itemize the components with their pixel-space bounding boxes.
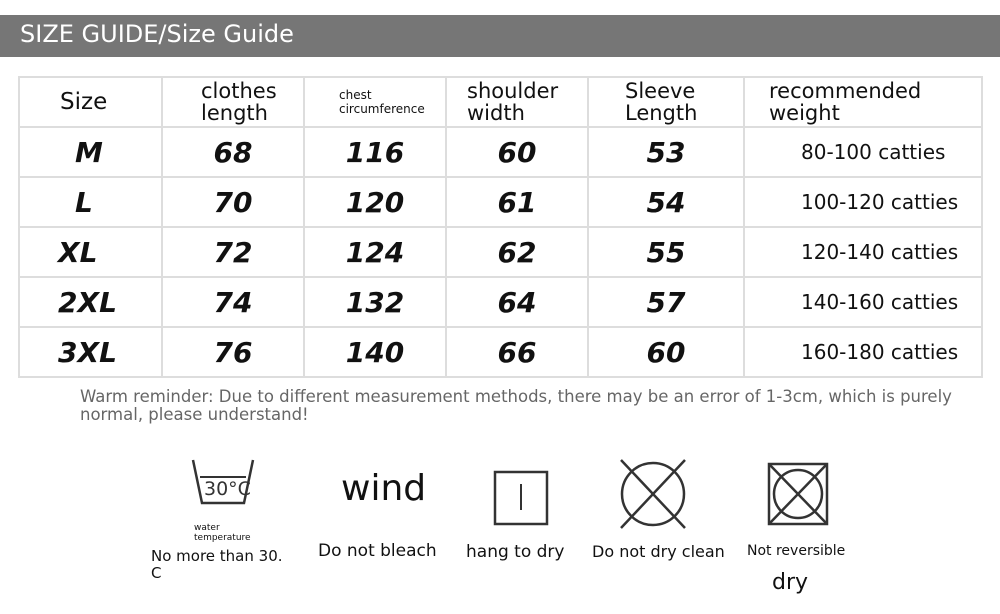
weight-cell: 140-160 catties — [742, 276, 984, 328]
page-title: SIZE GUIDE/Size Guide — [20, 20, 294, 48]
measure-cell: 132 — [303, 276, 447, 328]
table-row: 3XL 76 140 66 60 160-180 catties — [18, 326, 984, 378]
title-bar: SIZE GUIDE/Size Guide — [0, 15, 1000, 57]
measure-cell: 55 — [587, 226, 745, 278]
warm-reminder: Warm reminder: Due to different measurem… — [80, 387, 952, 424]
size-cell: 3XL — [18, 326, 163, 378]
tumble-label-2: dry — [772, 570, 809, 595]
weight-cell: 120-140 catties — [742, 226, 984, 278]
measure-cell: 116 — [303, 126, 447, 178]
table-row: L 70 120 61 54 100-120 catties — [18, 176, 984, 228]
dryclean-label: Do not dry clean — [592, 542, 725, 561]
tumble-label: Not reversible — [747, 543, 846, 559]
header-weight: recommended weight — [742, 76, 984, 128]
measure-cell: 70 — [161, 176, 305, 228]
size-cell: 2XL — [18, 276, 163, 328]
wash-30-icon — [191, 459, 255, 505]
measure-cell: 120 — [303, 176, 447, 228]
no-dry-clean-icon — [620, 459, 686, 529]
table-row: XL 72 124 62 55 120-140 catties — [18, 226, 984, 278]
header-chest: chest circumference — [303, 76, 447, 128]
measure-cell: 124 — [303, 226, 447, 278]
measure-cell: 64 — [445, 276, 589, 328]
hang-dry-icon — [493, 470, 549, 526]
table-header: Size clothes length chest circumference … — [18, 76, 984, 128]
measure-cell: 57 — [587, 276, 745, 328]
size-cell: L — [18, 176, 163, 228]
measure-cell: 74 — [161, 276, 305, 328]
table-row: M 68 116 60 53 80-100 catties — [18, 126, 984, 178]
measure-cell: 62 — [445, 226, 589, 278]
measure-cell: 68 — [161, 126, 305, 178]
measure-cell: 140 — [303, 326, 447, 378]
weight-cell: 80-100 catties — [742, 126, 984, 178]
measure-cell: 72 — [161, 226, 305, 278]
header-size: Size — [18, 76, 163, 128]
measure-cell: 60 — [445, 126, 589, 178]
bleach-icon-text: wind — [341, 468, 427, 509]
water-temperature-note: water temperature — [194, 523, 251, 543]
measure-cell: 61 — [445, 176, 589, 228]
table-row: 2XL 74 132 64 57 140-160 catties — [18, 276, 984, 328]
measure-cell: 54 — [587, 176, 745, 228]
size-cell: M — [18, 126, 163, 178]
header-shoulder: shoulder width — [445, 76, 589, 128]
weight-cell: 100-120 catties — [742, 176, 984, 228]
measure-cell: 76 — [161, 326, 305, 378]
measure-cell: 53 — [587, 126, 745, 178]
header-sleeve: Sleeve Length — [587, 76, 745, 128]
measure-cell: 60 — [587, 326, 745, 378]
bleach-label: Do not bleach — [318, 541, 437, 561]
wash-label: No more than 30. C — [151, 547, 283, 582]
size-table: Size clothes length chest circumference … — [18, 76, 984, 378]
size-cell: XL — [18, 226, 163, 278]
wash-temp-badge: 30°C — [204, 478, 251, 500]
header-length: clothes length — [161, 76, 305, 128]
no-tumble-dry-icon — [767, 462, 829, 526]
measure-cell: 66 — [445, 326, 589, 378]
hang-label: hang to dry — [466, 542, 565, 562]
weight-cell: 160-180 catties — [742, 326, 984, 378]
